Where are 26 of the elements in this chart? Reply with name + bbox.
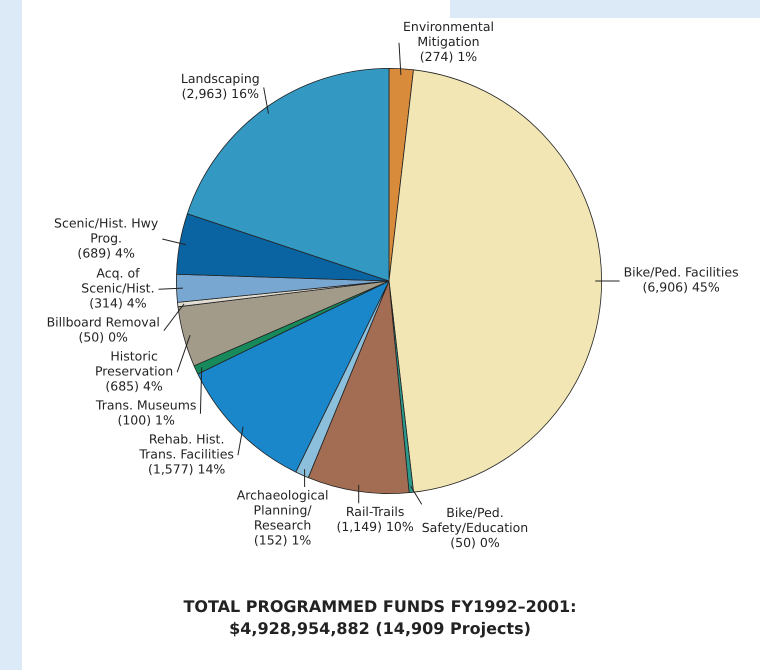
slice-label: Rail-Trails [346,504,404,520]
data-label: (1,577) 14% [148,461,226,476]
data-label: (50) 0% [450,535,500,550]
slice-label: Scenic/Hist. Hwy Prog. [54,215,159,246]
data-label: (689) 4% [77,245,135,260]
slice-label: Environmental Mitigation [403,19,494,50]
slice-label: Rehab. Hist. Trans. Facilities [138,431,234,462]
data-label: (50) 0% [78,329,128,344]
slice-label: Bike/Ped. Facilities [624,264,739,280]
data-label: (152) 1% [254,532,312,548]
text: $4,928,954,882 (14,909 Projects) [228,618,532,640]
data-label: (2,963) 16% [182,86,260,102]
slice-label: Trans. Museums [94,397,196,412]
slice-label: Archaeological Planning/ Research [236,488,328,533]
slice-label: Landscaping [180,71,260,86]
data-label: (100) 1% [117,412,175,428]
slice-label: Historic Preservation [94,348,174,378]
slice-label: Billboard Removal [46,314,160,330]
data-label: (314) 4% [89,295,147,310]
data-label: (685) 4% [105,378,163,394]
data-label: (6,906) 45% [642,280,720,295]
text: TOTAL PROGRAMMED FUNDS FY1992–2001: [182,596,578,618]
slice-label: Bike/Ped. Safety/Education [422,505,528,536]
data-label: (274) 1% [420,49,478,64]
slice-label: Acq. of Scenic/Hist. [81,265,155,296]
data-label: (1,149) 10% [336,519,414,534]
